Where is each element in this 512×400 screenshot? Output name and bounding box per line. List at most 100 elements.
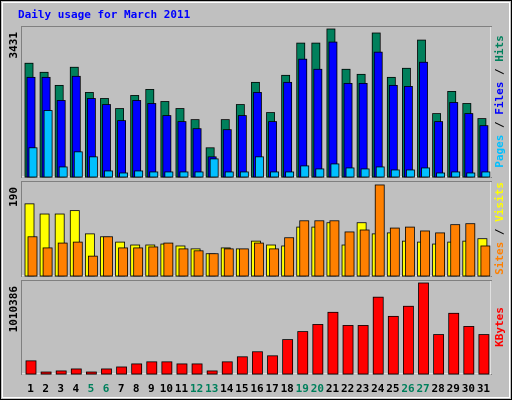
bar: [297, 331, 309, 375]
bar: [163, 242, 174, 277]
bar: [179, 171, 189, 178]
y-axis-max-label: 190: [7, 187, 20, 207]
x-tick-label: 9: [148, 382, 155, 395]
bar: [178, 248, 189, 277]
bar: [312, 324, 324, 375]
bar: [418, 282, 429, 375]
bar: [133, 247, 144, 277]
x-tick-label: 31: [477, 382, 491, 395]
bar: [131, 363, 143, 375]
bar: [330, 163, 340, 178]
bar: [132, 100, 142, 178]
bar: [436, 172, 446, 178]
bar: [464, 113, 474, 178]
bar: [360, 168, 370, 178]
bar: [134, 170, 144, 178]
x-tick-label: 7: [118, 382, 125, 395]
x-tick-label: 15: [235, 382, 248, 395]
bar: [419, 61, 428, 178]
bar: [119, 172, 128, 178]
x-tick-label: 16: [250, 382, 264, 395]
x-tick-label: 5: [88, 382, 95, 395]
bar: [102, 104, 111, 178]
bar: [85, 371, 97, 375]
bar: [298, 58, 308, 178]
bar: [192, 128, 202, 178]
bar: [224, 171, 234, 178]
x-tick-label: 2: [42, 382, 49, 395]
bar: [239, 171, 249, 178]
legend-entry: Hits: [493, 35, 506, 62]
x-tick-label: 6: [103, 382, 110, 395]
bar: [104, 170, 113, 178]
bar: [55, 370, 67, 375]
bar: [478, 334, 490, 375]
legend-separator: /: [493, 222, 506, 242]
bar: [148, 246, 159, 277]
bar: [465, 223, 476, 277]
bar: [269, 248, 279, 277]
bar: [448, 312, 460, 375]
bar: [270, 171, 279, 178]
legend-entry: Sites: [493, 242, 506, 275]
bar: [463, 326, 475, 375]
bar: [147, 103, 157, 178]
bar: [88, 156, 98, 178]
bar: [221, 361, 233, 375]
x-tick-label: 21: [326, 382, 340, 395]
bar: [162, 115, 172, 178]
legend-entry: KBytes: [493, 307, 506, 347]
bar: [116, 366, 127, 375]
bar: [435, 232, 446, 277]
bar: [449, 102, 459, 178]
x-tick-label: 24: [371, 382, 385, 395]
bar: [161, 361, 173, 375]
bar: [434, 121, 444, 178]
x-tick-label: 23: [356, 382, 369, 395]
legend-separator: /: [493, 62, 506, 82]
bar: [314, 220, 325, 277]
bar: [40, 371, 52, 375]
bar: [387, 315, 399, 375]
bar: [101, 368, 112, 375]
bar: [284, 237, 295, 277]
bar: [72, 241, 83, 277]
bar: [267, 355, 278, 375]
bar: [479, 125, 489, 178]
x-tick-label: 19: [296, 382, 309, 395]
bar: [327, 311, 339, 375]
x-tick-label: 12: [190, 382, 203, 395]
bar: [164, 171, 174, 178]
bar: [433, 334, 445, 375]
legend: KBytes: [493, 307, 506, 347]
bar: [236, 356, 248, 375]
bar: [329, 220, 340, 277]
bar: [117, 120, 126, 178]
bar: [237, 115, 247, 178]
bar: [70, 368, 82, 375]
legend: Sites / Visits: [493, 182, 506, 275]
bar: [480, 245, 491, 277]
bar: [375, 166, 385, 178]
x-tick-label: 25: [386, 382, 399, 395]
bar: [405, 226, 415, 277]
bar: [357, 325, 369, 375]
chart-title: Daily usage for March 2011: [18, 8, 191, 21]
bar: [404, 86, 413, 178]
bar: [27, 236, 38, 277]
x-tick-label: 29: [447, 382, 460, 395]
bar: [345, 167, 355, 178]
bar: [149, 171, 159, 178]
bar: [146, 361, 158, 375]
bar: [56, 100, 66, 178]
bar: [254, 242, 264, 277]
legend-entry: Visits: [493, 182, 506, 222]
bar: [58, 166, 68, 178]
legend: Pages / Files / Hits: [493, 35, 506, 168]
bar: [390, 169, 400, 178]
bar: [450, 224, 461, 277]
bar: [285, 171, 295, 178]
bar: [57, 242, 68, 277]
